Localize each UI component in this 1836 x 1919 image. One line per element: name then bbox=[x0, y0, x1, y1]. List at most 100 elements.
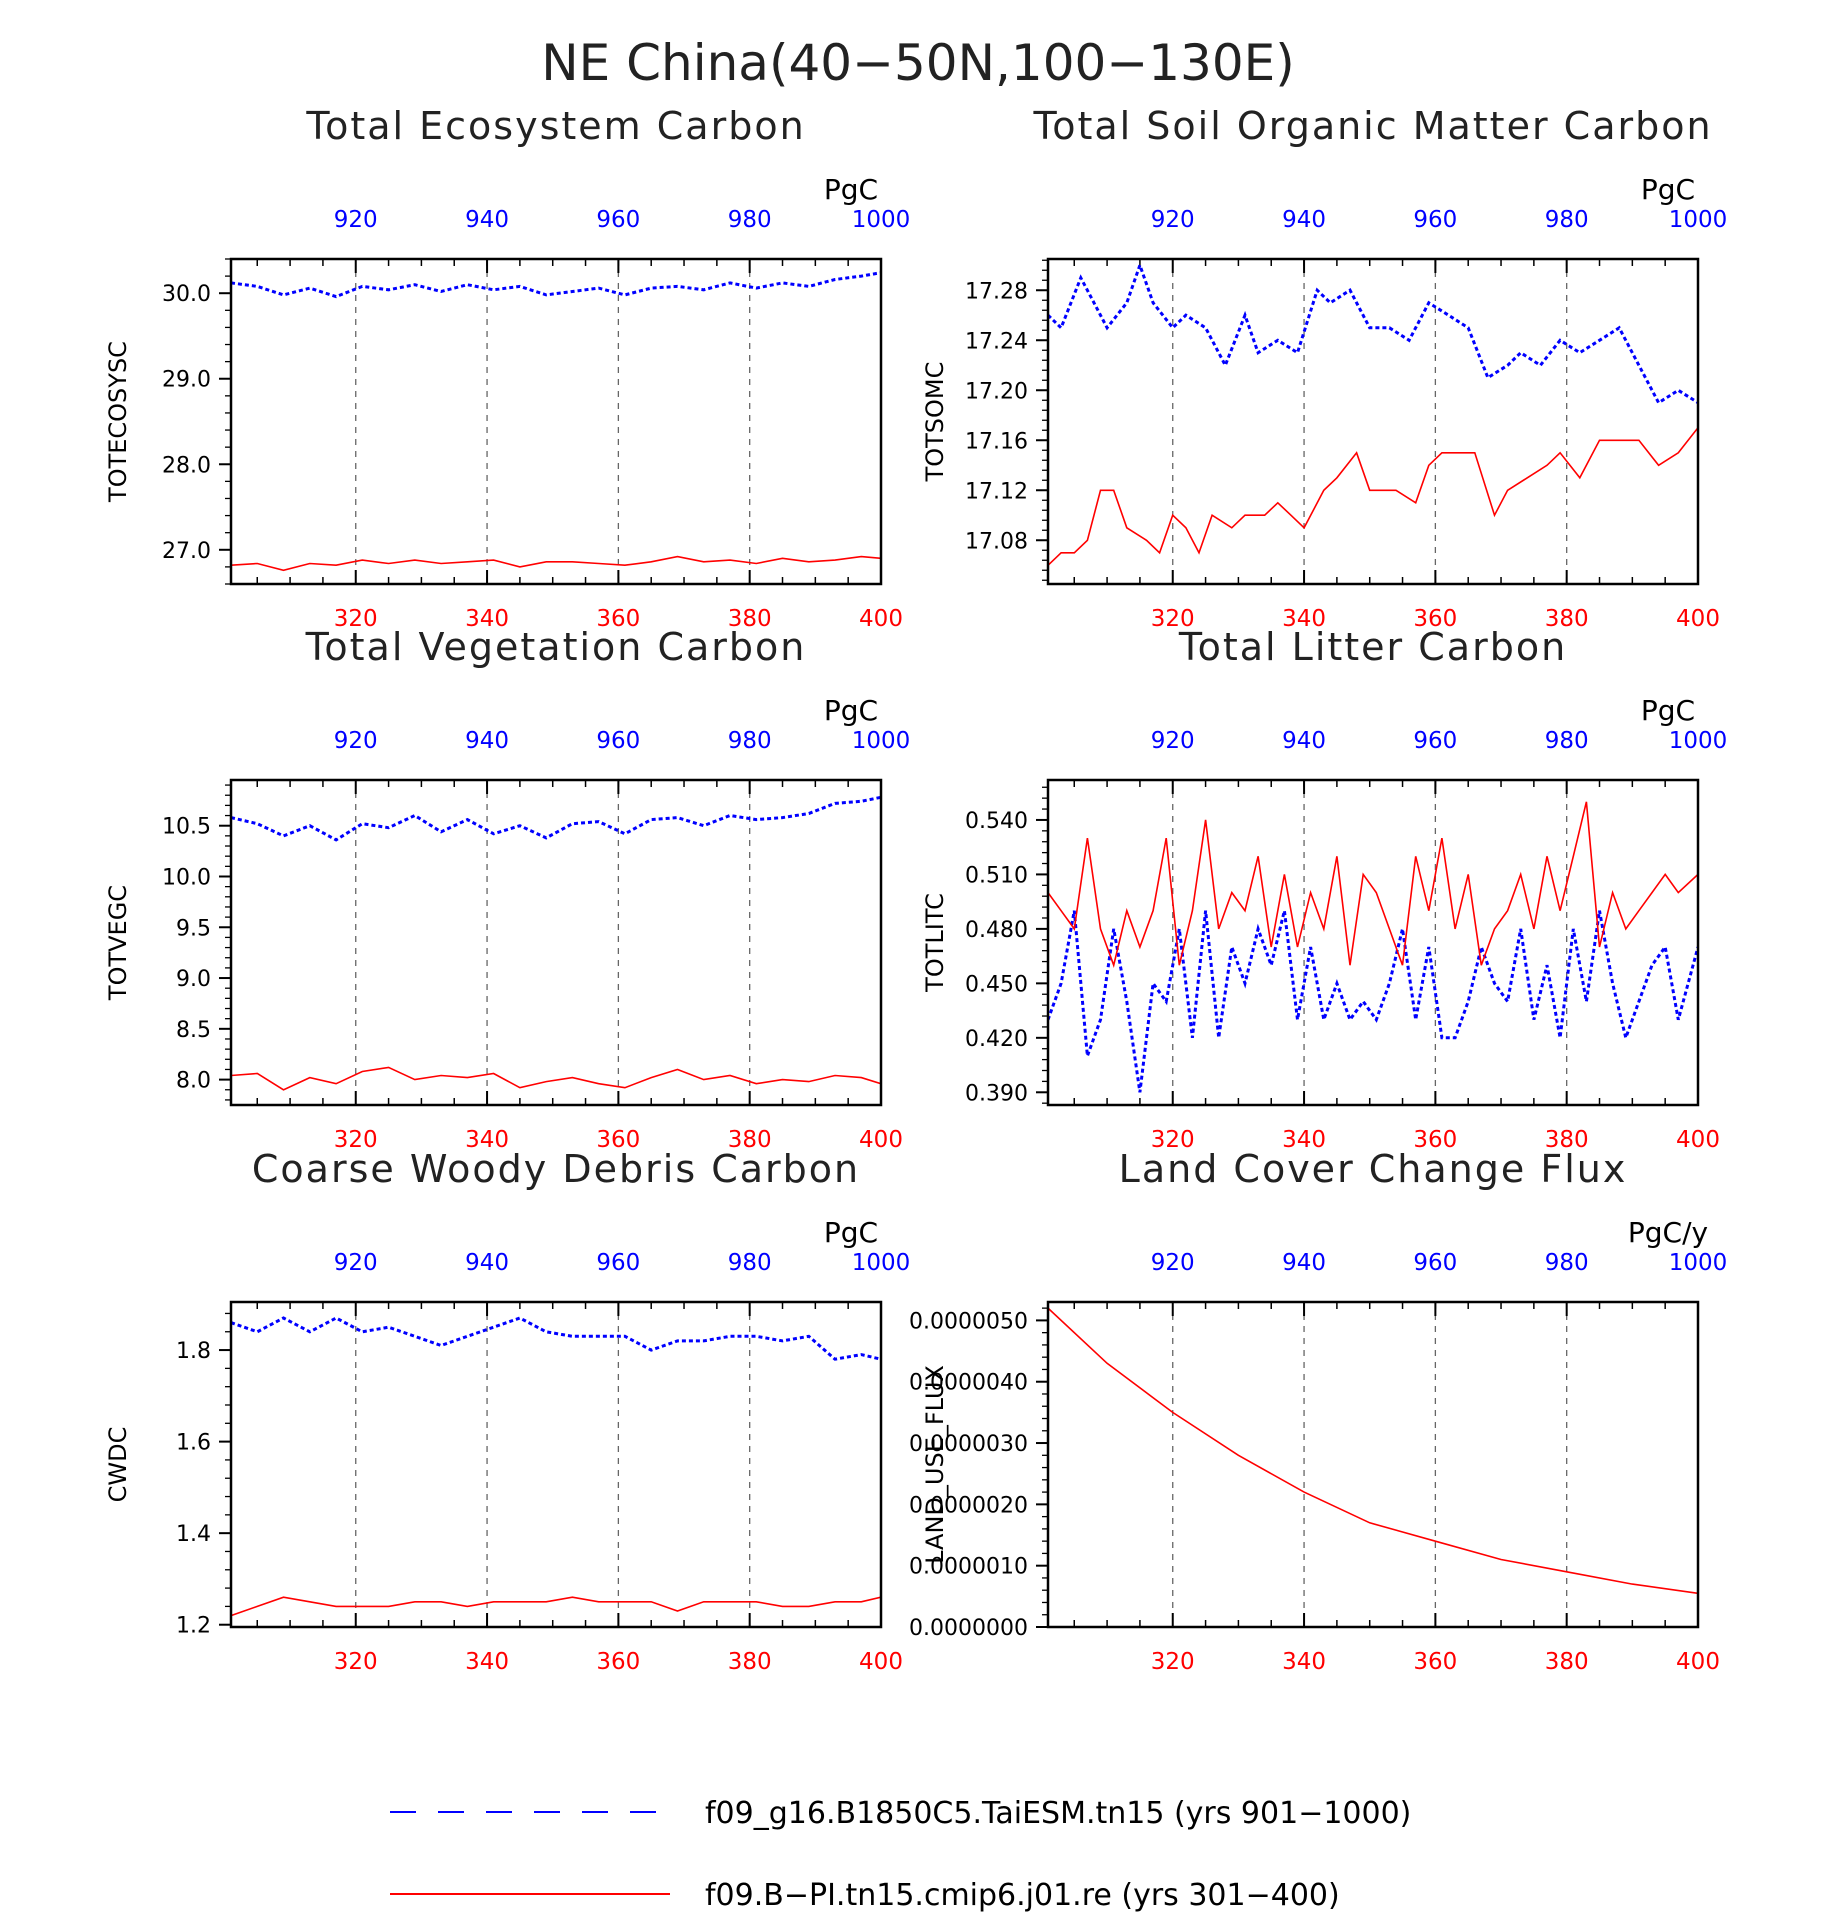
series-line-blue bbox=[231, 1316, 881, 1361]
bottom-tick-label: 320 bbox=[1151, 606, 1195, 632]
top-tick-label: 1000 bbox=[1669, 207, 1728, 233]
panel-title: Total Litter Carbon bbox=[1178, 625, 1567, 669]
panel-total-litter-carbon: Total Litter Carbon PgC TOTLITC 320 340 360 38… bbox=[921, 625, 1727, 1153]
top-tick-label: 1000 bbox=[1669, 1250, 1728, 1276]
y-tick-label: 17.12 bbox=[965, 479, 1028, 504]
top-tick-label: 940 bbox=[1282, 207, 1326, 233]
series-line-red bbox=[231, 1066, 881, 1091]
y-tick-label: 17.28 bbox=[965, 279, 1028, 304]
y-tick-label: 0.0000000 bbox=[909, 1616, 1028, 1641]
top-tick-label: 1000 bbox=[852, 1250, 911, 1276]
panel-total-ecosystem-carbon: Total Ecosystem Carbon PgC TOTECOSYSC 320 34… bbox=[104, 104, 910, 632]
bottom-tick-label: 360 bbox=[1413, 606, 1457, 632]
y-tick-label: 0.0000030 bbox=[909, 1432, 1028, 1457]
units-label: PgC bbox=[824, 694, 878, 727]
top-tick-label: 920 bbox=[334, 1250, 378, 1276]
panel-total-vegetation-carbon: Total Vegetation Carbon PgC TOTVEGC 320 340 3… bbox=[104, 625, 910, 1153]
bottom-tick-label: 340 bbox=[465, 1649, 509, 1675]
top-tick-label: 960 bbox=[596, 728, 640, 754]
y-tick-label: 0.0000040 bbox=[909, 1371, 1028, 1396]
y-tick-label: 17.08 bbox=[965, 529, 1028, 554]
series-line-red bbox=[1048, 427, 1698, 566]
y-tick-label: 0.0000010 bbox=[909, 1555, 1028, 1580]
top-tick-label: 1000 bbox=[852, 728, 911, 754]
top-tick-label: 960 bbox=[1413, 1250, 1457, 1276]
top-tick-label: 940 bbox=[465, 207, 509, 233]
bottom-tick-label: 360 bbox=[596, 1649, 640, 1675]
bottom-tick-label: 380 bbox=[728, 606, 772, 632]
y-tick-label: 27.0 bbox=[162, 539, 211, 564]
top-tick-label: 980 bbox=[728, 1250, 772, 1276]
plot-frame bbox=[1046, 1300, 1700, 1629]
series-line-red bbox=[231, 1596, 881, 1617]
bottom-tick-label: 360 bbox=[596, 1127, 640, 1153]
top-tick-label: 960 bbox=[596, 1250, 640, 1276]
series-line-red bbox=[1048, 801, 1698, 968]
bottom-tick-label: 380 bbox=[1545, 606, 1589, 632]
bottom-tick-label: 380 bbox=[1545, 1127, 1589, 1153]
bottom-tick-label: 360 bbox=[596, 606, 640, 632]
y-tick-label: 0.0000020 bbox=[909, 1493, 1028, 1518]
series-line-red bbox=[231, 555, 881, 572]
y-tick-label: 30.0 bbox=[162, 282, 211, 307]
units-label: PgC/y bbox=[1628, 1216, 1708, 1249]
y-tick-label: 10.5 bbox=[162, 815, 211, 840]
top-tick-label: 920 bbox=[334, 207, 378, 233]
panel-title: Land Cover Change Flux bbox=[1119, 1147, 1628, 1191]
panel-title: Total Vegetation Carbon bbox=[305, 625, 807, 669]
panel-total-soil-organic-matter-carbon: Total Soil Organic Matter Carbon PgC TOTSO… bbox=[921, 104, 1727, 632]
top-tick-label: 940 bbox=[465, 728, 509, 754]
y-tick-label: 28.0 bbox=[162, 453, 211, 478]
bottom-tick-label: 400 bbox=[859, 1127, 903, 1153]
top-tick-label: 920 bbox=[1151, 728, 1195, 754]
units-label: PgC bbox=[1641, 694, 1695, 727]
top-tick-label: 980 bbox=[1545, 207, 1589, 233]
y-tick-label: 0.0000050 bbox=[909, 1309, 1028, 1334]
bottom-tick-label: 380 bbox=[1545, 1649, 1589, 1675]
panel-title: Total Soil Organic Matter Carbon bbox=[1032, 104, 1712, 148]
y-tick-label: 17.16 bbox=[965, 429, 1028, 454]
y-tick-label: 1.6 bbox=[176, 1431, 211, 1456]
y-tick-label: 0.420 bbox=[965, 1027, 1028, 1052]
bottom-tick-label: 380 bbox=[728, 1127, 772, 1153]
units-label: PgC bbox=[824, 173, 878, 206]
bottom-tick-label: 400 bbox=[1676, 1649, 1720, 1675]
y-tick-label: 0.510 bbox=[965, 863, 1028, 888]
bottom-tick-label: 320 bbox=[334, 1649, 378, 1675]
series-line-blue bbox=[231, 271, 881, 299]
y-tick-label: 1.8 bbox=[176, 1339, 211, 1364]
panel-title: Total Ecosystem Carbon bbox=[305, 104, 805, 148]
top-tick-label: 920 bbox=[1151, 207, 1195, 233]
bottom-tick-label: 380 bbox=[728, 1649, 772, 1675]
bottom-tick-label: 400 bbox=[1676, 606, 1720, 632]
legend-label-red: f09.B−PI.tn15.cmip6.j01.re (yrs 301−400) bbox=[705, 1878, 1340, 1913]
y-axis-label: TOTECOSYSC bbox=[104, 341, 132, 503]
bottom-tick-label: 320 bbox=[1151, 1649, 1195, 1675]
y-tick-label: 0.450 bbox=[965, 972, 1028, 997]
plot-frame bbox=[229, 1300, 883, 1629]
series-line-blue bbox=[231, 795, 881, 842]
top-tick-label: 980 bbox=[1545, 728, 1589, 754]
bottom-tick-label: 360 bbox=[1413, 1649, 1457, 1675]
bottom-tick-label: 360 bbox=[1413, 1127, 1457, 1153]
y-tick-label: 17.24 bbox=[965, 329, 1028, 354]
top-tick-label: 980 bbox=[1545, 1250, 1589, 1276]
y-tick-label: 1.2 bbox=[176, 1614, 211, 1639]
y-tick-label: 9.0 bbox=[176, 967, 211, 992]
legend: f09_g16.B1850C5.TaiESM.tn15 (yrs 901−100… bbox=[390, 1796, 1411, 1913]
y-tick-label: 29.0 bbox=[162, 368, 211, 393]
bottom-tick-label: 340 bbox=[465, 606, 509, 632]
series-line-blue bbox=[1048, 260, 1698, 405]
plot-frame bbox=[229, 778, 883, 1107]
bottom-tick-label: 320 bbox=[1151, 1127, 1195, 1153]
top-tick-label: 980 bbox=[728, 728, 772, 754]
y-tick-label: 1.4 bbox=[176, 1522, 211, 1547]
y-tick-label: 0.540 bbox=[965, 809, 1028, 834]
y-tick-label: 8.5 bbox=[176, 1018, 211, 1043]
y-axis-label: TOTLITC bbox=[921, 893, 949, 993]
y-axis-label: TOTSOMC bbox=[921, 362, 949, 483]
y-axis-label: CWDC bbox=[104, 1427, 132, 1503]
bottom-tick-label: 320 bbox=[334, 1127, 378, 1153]
y-axis-label: TOTVEGC bbox=[104, 885, 132, 1001]
